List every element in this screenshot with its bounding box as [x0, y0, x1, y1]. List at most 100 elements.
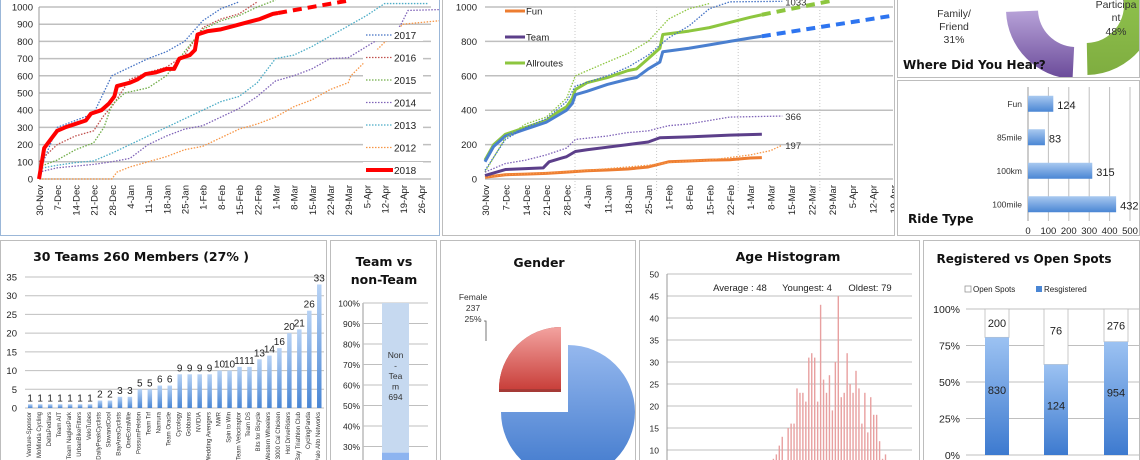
gender-panel: Gender Female 237 25%: [440, 240, 636, 460]
bar-value-label: 1: [77, 393, 83, 404]
ride-type-panel: 0 100 200 300 400 500 124 Fun 83 85mile 315 100km 43…: [897, 80, 1140, 236]
x-tick-label: 30-Nov: [481, 185, 492, 216]
bar-segment-registered: [1044, 364, 1068, 455]
y-tick-label: 400: [17, 106, 33, 117]
bar-value-label: 26: [304, 300, 316, 311]
bar-value-label: 83: [1049, 133, 1061, 145]
open-value-label: 76: [1050, 326, 1062, 338]
histogram-bar: [852, 392, 854, 460]
bar: [227, 370, 232, 408]
x-tick-label: 4-Jan: [126, 185, 137, 209]
y-tick-label: 0: [472, 175, 477, 186]
bar-value-label: 14: [264, 345, 276, 356]
series-line-Allroutes: [483, 13, 763, 161]
bar-segment-open: [984, 308, 1010, 338]
segment-label: -: [394, 361, 397, 371]
bar: [237, 366, 242, 408]
y-tick-label: 25: [650, 380, 660, 390]
x-tick-label: 19-Apr: [399, 185, 410, 214]
legend-label: 2017: [394, 31, 417, 42]
series-line-2014: [38, 8, 439, 173]
y-tick-label: 200: [17, 140, 33, 151]
bar-value-label: 1: [87, 393, 93, 404]
histogram-bar: [772, 458, 775, 460]
slice-label: Friend: [939, 21, 969, 33]
x-tick-label: 14-Dec: [522, 185, 533, 216]
bar: [177, 374, 182, 408]
legend-swatch-open: [964, 285, 972, 293]
bar: [157, 385, 163, 408]
histogram-bar: [843, 392, 845, 460]
y-tick-label: 0%: [945, 450, 960, 460]
segment-label: Non: [388, 350, 404, 360]
category-label: Namura: [157, 411, 163, 433]
y-tick-label: 100%: [933, 304, 960, 316]
segment-label: m: [392, 382, 399, 392]
bar-value-label: 11: [234, 356, 245, 367]
y-tick-label: 25: [6, 310, 17, 321]
pie-slice-family-friend: [1006, 10, 1075, 77]
chart-title-line-2: non-Team: [351, 272, 418, 287]
category-label: Team MoMinda Cycling: [37, 412, 43, 460]
category-label: Western Wheelers: [266, 412, 272, 460]
category-label: DailyPeakCyclists: [97, 412, 103, 460]
bar: [207, 374, 212, 408]
histogram-bar: [787, 428, 789, 460]
yearly-registration-chart: 0 100 200 300 400 500 600 700 800 900 1000 30-Nov 7-…: [12, 0, 439, 216]
histogram-bar: [819, 304, 822, 460]
y-tick-label: 80%: [343, 340, 360, 350]
pie-slice-female: [499, 327, 561, 389]
slice-count: 237: [466, 303, 480, 313]
y-tick-label: 40: [650, 314, 660, 324]
category-label: Gobbans: [186, 412, 192, 436]
y-tick-label: 300: [17, 123, 33, 134]
series-line-2018-projection: [277, 0, 352, 15]
y-tick-label: 1000: [12, 3, 33, 14]
x-tick-label: 25-Jan: [181, 185, 192, 214]
y-tick-label: 35: [650, 336, 660, 346]
bar-value-label: 1: [37, 393, 43, 404]
category-label: Team Velociraptor: [236, 412, 242, 460]
category-label: Team NaglesPark: [67, 411, 73, 459]
category-label: Team Oracle: [167, 411, 173, 446]
x-tick-label: 30-Nov: [35, 185, 46, 216]
x-tick-label: 29-Mar: [828, 185, 839, 215]
histogram-bar: [875, 414, 878, 460]
histogram-bar: [846, 353, 848, 460]
bar-value-label: 9: [177, 363, 183, 374]
x-tick-label: 7-Dec: [53, 185, 64, 211]
bar-value-label: 1: [47, 393, 53, 404]
y-tick-label: 500: [17, 89, 33, 100]
series-line-2018: [37, 11, 279, 180]
chart-title: Ride Type: [908, 212, 974, 226]
bar: [67, 404, 73, 408]
x-tick-label: 22-Feb: [726, 185, 737, 215]
x-tick-label: 15-Feb: [235, 185, 246, 215]
team-vs-nonteam-chart: Team vs non-Team 30% 40% 50% 60% 70% 80% 90% 100%…: [338, 254, 428, 460]
category-label: Palo Alto Networks: [316, 412, 322, 460]
yearly-registration-panel: 0 100 200 300 400 500 600 700 800 900 1000 30-Nov 7-…: [0, 0, 440, 236]
category-label: NWR: [216, 411, 222, 426]
y-tick-label: 35: [6, 273, 17, 284]
y-tick-label: 100%: [338, 299, 360, 309]
bar: [47, 404, 53, 408]
x-tick-label: 22-Feb: [253, 185, 264, 215]
series-line-100mile-prior: [484, 0, 783, 171]
bar: [267, 355, 272, 408]
slice-label: Participa: [1096, 0, 1137, 11]
y-tick-label: 800: [17, 37, 33, 48]
slice-label: Female: [459, 292, 488, 302]
leader-line: [484, 320, 487, 341]
bar: [287, 333, 292, 408]
x-tick-label: 12-Apr: [381, 185, 392, 214]
bar-value-label: 2: [107, 390, 113, 401]
bar-value-label: 432: [1120, 200, 1138, 212]
x-tick-label: 28-Dec: [108, 185, 119, 216]
x-tick-label: 300: [1081, 226, 1097, 236]
y-tick-label: 50%: [939, 377, 960, 389]
histogram-bar: [855, 370, 857, 460]
legend-label: 2013: [394, 121, 417, 132]
series-line-2017: [38, 1, 240, 173]
legend-label: Fun: [526, 7, 542, 18]
x-tick-label: 11-Jan: [603, 185, 614, 213]
